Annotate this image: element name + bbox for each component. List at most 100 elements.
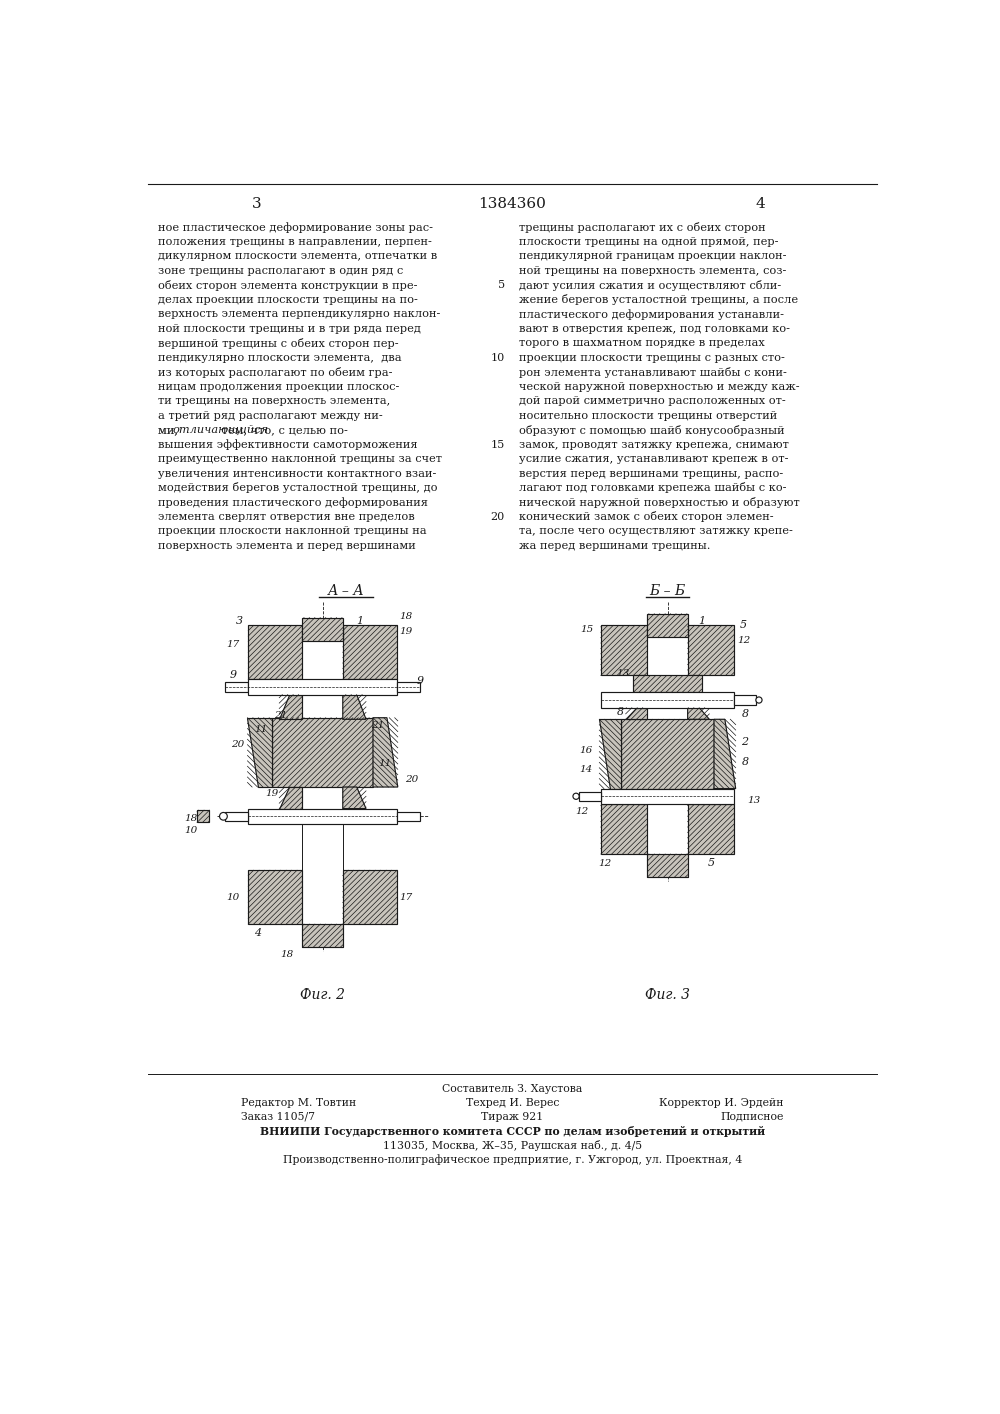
Text: ной плоскости трещины и в три ряда перед: ной плоскости трещины и в три ряда перед (158, 324, 420, 334)
Bar (248, 809, 397, 824)
Text: зоне трещины располагают в один ряд с: зоне трещины располагают в один ряд с (158, 266, 403, 276)
Text: 8: 8 (742, 708, 749, 718)
Text: ное пластическое деформирование зоны рас-: ное пластическое деформирование зоны рас… (158, 222, 433, 233)
Text: 8: 8 (741, 756, 749, 766)
Text: ти трещины на поверхность элемента,: ти трещины на поверхность элемента, (158, 396, 390, 406)
Bar (601, 625, 647, 676)
Text: верхность элемента перпендикулярно наклон-: верхность элемента перпендикулярно накло… (158, 310, 440, 320)
Bar (601, 789, 734, 805)
Text: ВНИИПИ Государственного комитета СССР по делам изобретений и открытий: ВНИИПИ Государственного комитета СССР по… (260, 1126, 765, 1137)
Text: 21: 21 (274, 711, 287, 720)
Text: 11: 11 (254, 725, 267, 734)
Polygon shape (688, 708, 709, 720)
Text: ми, отличающийся: ми, отличающийся (158, 426, 273, 436)
Bar (302, 618, 343, 641)
Text: образуют с помощью шайб конусообразный: образуют с помощью шайб конусообразный (519, 424, 784, 436)
Bar (621, 720, 714, 789)
Text: 12: 12 (575, 807, 588, 816)
Text: 10: 10 (490, 352, 505, 363)
Bar (647, 636, 688, 877)
Text: из которых располагают по обеим гра-: из которых располагают по обеим гра- (158, 366, 392, 378)
Text: ми,: ми, (158, 426, 181, 436)
Polygon shape (279, 788, 302, 809)
Text: 20: 20 (490, 512, 505, 522)
Bar (225, 812, 248, 822)
Text: 8: 8 (617, 707, 624, 717)
Text: ческой наружной поверхностью и между каж-: ческой наружной поверхностью и между каж… (519, 382, 799, 392)
Text: пендикулярной границам проекции наклон-: пендикулярной границам проекции наклон- (519, 252, 786, 262)
Text: 1384360: 1384360 (479, 198, 546, 211)
Text: обеих сторон элемента конструкции в пре-: обеих сторон элемента конструкции в пре- (158, 280, 417, 291)
Text: а третий ряд располагают между ни-: а третий ряд располагают между ни- (158, 410, 382, 420)
Text: 5: 5 (498, 280, 505, 290)
Text: та, после чего осуществляют затяжку крепе-: та, после чего осуществляют затяжку креп… (519, 526, 793, 536)
Text: 2: 2 (741, 737, 749, 748)
Text: трещины располагают их с обеих сторон: трещины располагают их с обеих сторон (519, 222, 765, 233)
Circle shape (220, 813, 227, 820)
Text: конический замок с обеих сторон элемен-: конический замок с обеих сторон элемен- (519, 512, 773, 522)
Text: Заказ 1105/7: Заказ 1105/7 (241, 1111, 315, 1121)
Bar (225, 683, 248, 691)
Text: поверхность элемента и перед вершинами: поверхность элемента и перед вершинами (158, 542, 415, 551)
Polygon shape (626, 708, 647, 720)
Text: 21: 21 (371, 721, 384, 730)
Bar (579, 792, 601, 800)
Text: 17: 17 (400, 892, 413, 902)
Text: плоскости трещины на одной прямой, пер-: плоскости трещины на одной прямой, пер- (519, 238, 778, 247)
Text: Редактор М. Товтин: Редактор М. Товтин (241, 1097, 356, 1109)
Text: рон элемента устанавливают шайбы с кони-: рон элемента устанавливают шайбы с кони- (519, 366, 787, 378)
Text: пластического деформирования устанавли-: пластического деформирования устанавли- (519, 308, 784, 320)
Text: 19: 19 (400, 626, 413, 636)
Text: Подписное: Подписное (720, 1111, 784, 1121)
Text: Фиг. 3: Фиг. 3 (645, 988, 690, 1003)
Text: 9: 9 (229, 670, 236, 680)
Text: нической наружной поверхностью и образуют: нической наружной поверхностью и образую… (519, 496, 799, 508)
Text: 11: 11 (378, 759, 391, 768)
Circle shape (573, 793, 579, 799)
Text: дают усилия сжатия и осуществляют сбли-: дают усилия сжатия и осуществляют сбли- (519, 280, 781, 291)
Text: жа перед вершинами трещины.: жа перед вершинами трещины. (519, 542, 710, 551)
Bar (248, 679, 397, 694)
Text: Тираж 921: Тираж 921 (481, 1111, 544, 1121)
Text: 113035, Москва, Ж–35, Раушская наб., д. 4/5: 113035, Москва, Ж–35, Раушская наб., д. … (383, 1140, 642, 1151)
Bar (647, 854, 688, 877)
Text: увеличения интенсивности контактного взаи-: увеличения интенсивности контактного вза… (158, 468, 436, 478)
Bar (302, 925, 343, 947)
Bar (601, 805, 647, 854)
Bar (397, 683, 420, 691)
Text: тем, что, с целью по-: тем, что, с целью по- (218, 426, 348, 436)
Text: 15: 15 (490, 440, 505, 450)
Bar (397, 812, 420, 822)
Text: Составитель З. Хаустова: Составитель З. Хаустова (442, 1085, 583, 1094)
Text: 18: 18 (280, 950, 294, 959)
Bar (248, 870, 302, 925)
Text: 4: 4 (254, 929, 261, 939)
Text: 17: 17 (226, 641, 239, 649)
Text: вершиной трещины с обеих сторон пер-: вершиной трещины с обеих сторон пер- (158, 338, 398, 349)
Text: проведения пластического деформирования: проведения пластического деформирования (158, 498, 428, 508)
Polygon shape (714, 720, 736, 789)
Text: элемента сверлят отверстия вне пределов: элемента сверлят отверстия вне пределов (158, 512, 414, 522)
Text: дой парой симметрично расположенных от-: дой парой симметрично расположенных от- (519, 396, 785, 406)
Bar (633, 676, 702, 693)
Text: Б – Б: Б – Б (649, 584, 686, 598)
Bar (688, 625, 734, 676)
Text: усилие сжатия, устанавливают крепеж в от-: усилие сжатия, устанавливают крепеж в от… (519, 454, 788, 464)
Text: 4: 4 (756, 198, 765, 211)
Polygon shape (343, 694, 366, 720)
Text: верстия перед вершинами трещины, распо-: верстия перед вершинами трещины, распо- (519, 468, 783, 478)
Text: вают в отверстия крепеж, под головками ко-: вают в отверстия крепеж, под головками к… (519, 324, 790, 334)
Text: 10: 10 (184, 826, 198, 834)
Text: преимущественно наклонной трещины за счет: преимущественно наклонной трещины за сче… (158, 454, 442, 464)
Polygon shape (599, 720, 621, 789)
Text: Производственно-полиграфическое предприятие, г. Ужгород, ул. Проектная, 4: Производственно-полиграфическое предприя… (283, 1154, 742, 1165)
Bar (343, 625, 397, 679)
Bar (343, 870, 397, 925)
Text: 19: 19 (265, 789, 278, 797)
Polygon shape (343, 788, 366, 809)
Bar (248, 625, 302, 679)
Text: торого в шахматном порядке в пределах: торого в шахматном порядке в пределах (519, 338, 764, 348)
Text: 1: 1 (356, 617, 363, 626)
Polygon shape (373, 718, 398, 788)
Text: лагают под головками крепежа шайбы с ко-: лагают под головками крепежа шайбы с ко- (519, 482, 786, 493)
